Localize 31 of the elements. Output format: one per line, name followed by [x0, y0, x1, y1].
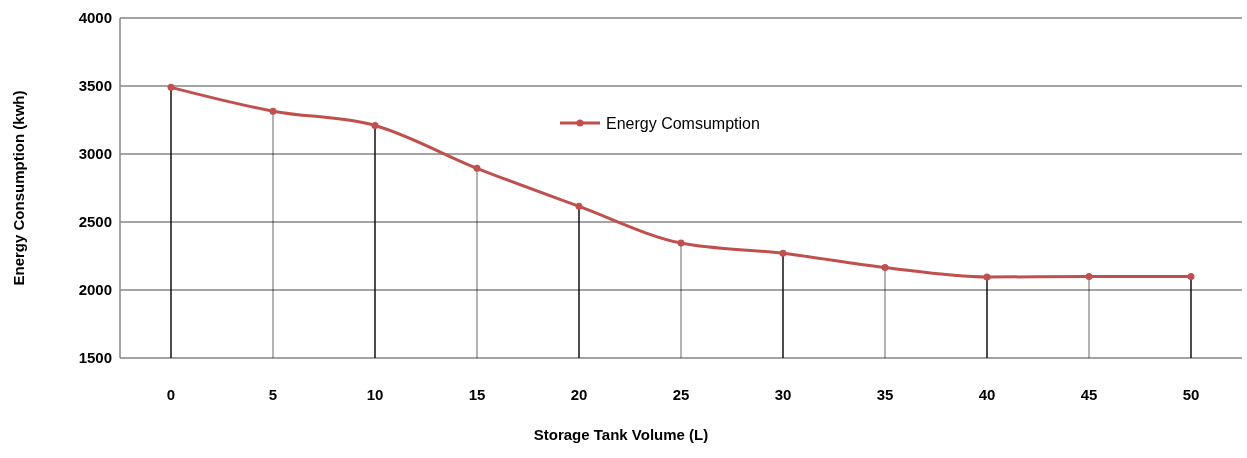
x-tick-label: 20 [570, 386, 588, 404]
y-tick-label: 2500 [78, 213, 112, 231]
y-tick-label: 3500 [78, 77, 112, 95]
point [167, 83, 175, 91]
point [371, 121, 379, 129]
y-tick-label: 3000 [78, 145, 112, 163]
point [269, 107, 277, 115]
x-tick-label: 0 [166, 386, 176, 404]
x-tick-label: 30 [774, 386, 792, 404]
x-tick-label: 45 [1080, 386, 1098, 404]
point [575, 202, 583, 210]
x-tick-label: 35 [876, 386, 894, 404]
point [1085, 272, 1093, 280]
x-tick-label: 25 [672, 386, 690, 404]
x-tick-label: 40 [978, 386, 996, 404]
x-tick-label: 10 [366, 386, 384, 404]
x-tick-label: 5 [268, 386, 278, 404]
y-tick-label: 1500 [78, 349, 112, 367]
point [983, 273, 991, 281]
point [881, 264, 889, 272]
legend-label: Energy Comsumption [606, 114, 760, 132]
point [677, 239, 685, 247]
y-tick-label: 2000 [78, 281, 112, 299]
x-tick-label: 15 [468, 386, 486, 404]
y-axis-title: Energy Consumption (kwh) [10, 90, 27, 286]
y-tick-label: 4000 [78, 9, 112, 27]
point [779, 249, 787, 257]
point [1187, 272, 1195, 280]
x-tick-label: 50 [1182, 386, 1200, 404]
x-axis-title: Storage Tank Volume (L) [533, 426, 709, 443]
point [473, 164, 481, 172]
